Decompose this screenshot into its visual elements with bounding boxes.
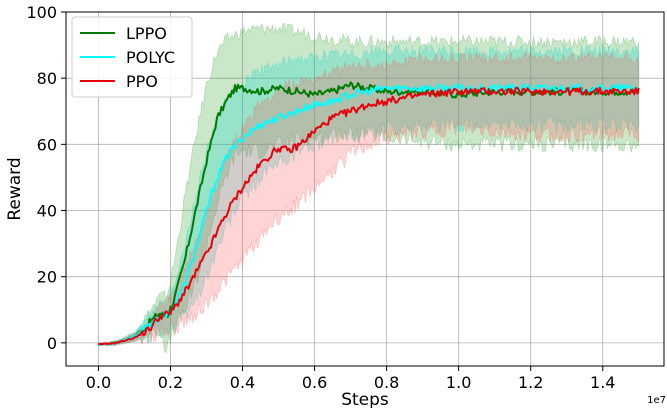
x-tick-label: 0.2 bbox=[158, 373, 183, 392]
legend-box bbox=[71, 16, 193, 98]
legend-label-ppo: PPO bbox=[126, 72, 158, 91]
series-lines bbox=[98, 81, 640, 346]
x-tick-label: 0.4 bbox=[230, 373, 255, 392]
line-polyc bbox=[98, 83, 640, 346]
band-polyc bbox=[98, 44, 640, 347]
legend: LPPO POLYC PPO bbox=[71, 16, 193, 98]
y-tick-label: 80 bbox=[37, 69, 57, 88]
y-axis-label: Reward bbox=[5, 157, 25, 220]
y-tick-label: 0 bbox=[47, 334, 57, 353]
x-axis-offset-label: 1e7 bbox=[647, 395, 666, 406]
legend-label-polyc: POLYC bbox=[126, 48, 175, 67]
y-tick-label: 40 bbox=[37, 202, 57, 221]
y-tick-label: 60 bbox=[37, 135, 57, 154]
y-tick-label: 100 bbox=[26, 3, 57, 22]
x-tick-label: 0.0 bbox=[86, 373, 111, 392]
plot-frame bbox=[65, 11, 665, 367]
legend-label-lppo: LPPO bbox=[126, 24, 167, 43]
line-ppo bbox=[98, 86, 640, 346]
x-tick-label: 1.2 bbox=[518, 373, 543, 392]
x-tick-label: 1.4 bbox=[590, 373, 615, 392]
x-tick-label: 0.6 bbox=[302, 373, 327, 392]
confidence-bands bbox=[98, 22, 640, 354]
band-lppo bbox=[98, 22, 640, 354]
x-axis-label: Steps bbox=[341, 390, 389, 408]
x-tick-label: 1.0 bbox=[446, 373, 471, 392]
x-tick-label: 0.8 bbox=[374, 373, 399, 392]
x-axis-ticks: 0.0 0.2 0.4 0.6 0.8 1.0 1.2 1.4 bbox=[86, 366, 615, 392]
y-tick-label: 20 bbox=[37, 268, 57, 287]
y-axis-ticks: 0 20 40 60 80 100 bbox=[26, 3, 66, 353]
